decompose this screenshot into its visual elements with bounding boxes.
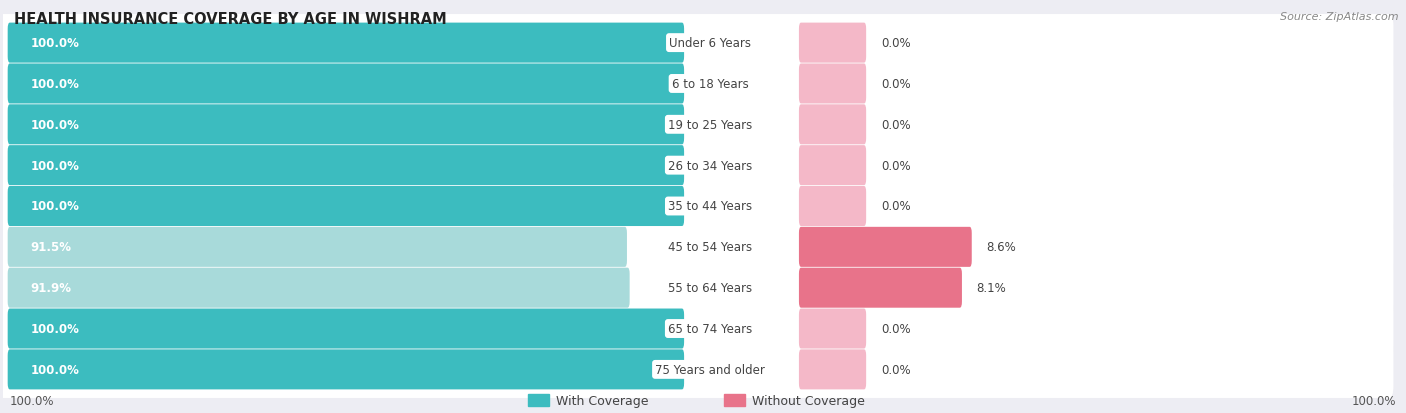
FancyBboxPatch shape	[799, 146, 866, 186]
Text: 100.0%: 100.0%	[10, 394, 55, 406]
FancyBboxPatch shape	[7, 146, 685, 186]
FancyBboxPatch shape	[7, 105, 685, 145]
Text: 100.0%: 100.0%	[1351, 394, 1396, 406]
Text: 0.0%: 0.0%	[880, 119, 911, 131]
Text: 8.6%: 8.6%	[987, 241, 1017, 254]
Text: 35 to 44 Years: 35 to 44 Years	[668, 200, 752, 213]
FancyBboxPatch shape	[0, 137, 1393, 194]
FancyBboxPatch shape	[0, 341, 1393, 398]
FancyBboxPatch shape	[0, 97, 1393, 154]
FancyBboxPatch shape	[799, 24, 866, 64]
Text: 75 Years and older: 75 Years and older	[655, 363, 765, 376]
FancyBboxPatch shape	[7, 309, 685, 349]
FancyBboxPatch shape	[7, 64, 685, 104]
Text: 100.0%: 100.0%	[31, 159, 80, 172]
Text: 91.5%: 91.5%	[31, 241, 72, 254]
Text: With Coverage: With Coverage	[555, 394, 648, 406]
Text: 100.0%: 100.0%	[31, 37, 80, 50]
FancyBboxPatch shape	[0, 15, 1393, 72]
FancyBboxPatch shape	[0, 219, 1393, 276]
Text: Without Coverage: Without Coverage	[752, 394, 865, 406]
FancyBboxPatch shape	[0, 178, 1393, 235]
Text: 0.0%: 0.0%	[880, 200, 911, 213]
Text: 55 to 64 Years: 55 to 64 Years	[668, 282, 752, 294]
FancyBboxPatch shape	[0, 259, 1393, 316]
Text: 100.0%: 100.0%	[31, 200, 80, 213]
Text: Source: ZipAtlas.com: Source: ZipAtlas.com	[1281, 12, 1399, 22]
Text: 0.0%: 0.0%	[880, 363, 911, 376]
Text: 91.9%: 91.9%	[31, 282, 72, 294]
Text: 45 to 54 Years: 45 to 54 Years	[668, 241, 752, 254]
FancyBboxPatch shape	[0, 300, 1393, 357]
Text: 0.0%: 0.0%	[880, 322, 911, 335]
FancyBboxPatch shape	[799, 309, 866, 349]
FancyBboxPatch shape	[7, 187, 685, 226]
Text: Under 6 Years: Under 6 Years	[669, 37, 751, 50]
Text: 6 to 18 Years: 6 to 18 Years	[672, 78, 748, 91]
FancyBboxPatch shape	[7, 268, 630, 308]
FancyBboxPatch shape	[799, 64, 866, 104]
FancyBboxPatch shape	[7, 349, 685, 389]
FancyBboxPatch shape	[799, 268, 962, 308]
FancyBboxPatch shape	[799, 227, 972, 267]
FancyBboxPatch shape	[7, 227, 627, 267]
Text: 8.1%: 8.1%	[977, 282, 1007, 294]
FancyBboxPatch shape	[799, 105, 866, 145]
FancyBboxPatch shape	[7, 24, 685, 64]
Text: 100.0%: 100.0%	[31, 119, 80, 131]
Text: 100.0%: 100.0%	[31, 78, 80, 91]
Text: 0.0%: 0.0%	[880, 78, 911, 91]
Bar	[527, 394, 548, 406]
FancyBboxPatch shape	[0, 56, 1393, 113]
Text: 100.0%: 100.0%	[31, 363, 80, 376]
Text: 0.0%: 0.0%	[880, 37, 911, 50]
Text: HEALTH INSURANCE COVERAGE BY AGE IN WISHRAM: HEALTH INSURANCE COVERAGE BY AGE IN WISH…	[14, 12, 447, 27]
Text: 19 to 25 Years: 19 to 25 Years	[668, 119, 752, 131]
FancyBboxPatch shape	[799, 187, 866, 226]
FancyBboxPatch shape	[799, 349, 866, 389]
Text: 26 to 34 Years: 26 to 34 Years	[668, 159, 752, 172]
Text: 100.0%: 100.0%	[31, 322, 80, 335]
Text: 0.0%: 0.0%	[880, 159, 911, 172]
Text: 65 to 74 Years: 65 to 74 Years	[668, 322, 752, 335]
Bar	[724, 394, 745, 406]
